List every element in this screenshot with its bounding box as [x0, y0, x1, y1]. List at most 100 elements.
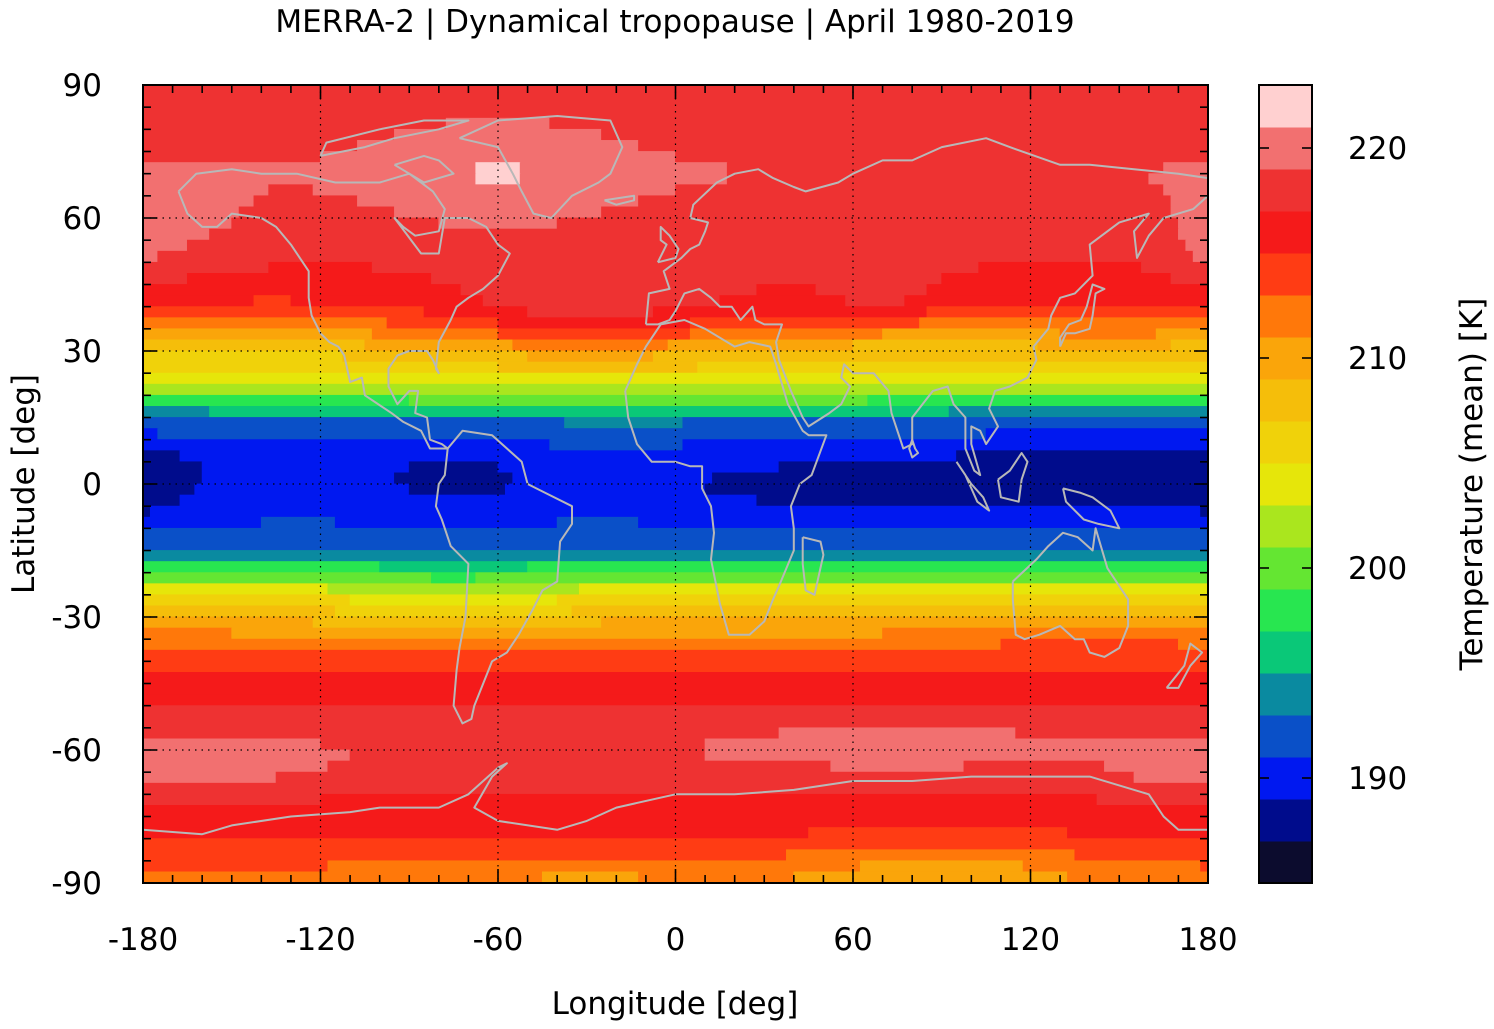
- field-cell: [1067, 871, 1208, 883]
- field-cell: [1170, 273, 1208, 285]
- colorbar-level: [1259, 295, 1312, 338]
- field-cell: [143, 760, 329, 773]
- field-cell: [143, 483, 196, 496]
- field-cell: [1170, 206, 1208, 219]
- field-cell: [143, 472, 203, 485]
- field-cell: [1170, 195, 1208, 208]
- field-cell: [143, 217, 233, 230]
- field-cell: [978, 261, 1142, 274]
- field-cell: [143, 173, 477, 186]
- field-cell: [482, 295, 721, 308]
- field-cell: [386, 317, 499, 330]
- temperature-field: [143, 85, 1208, 883]
- field-cell: [334, 516, 558, 529]
- field-cell: [143, 417, 565, 429]
- field-cell: [786, 849, 1076, 862]
- y-tick-label: -90: [51, 866, 102, 902]
- field-cell: [778, 727, 1017, 740]
- field-cell: [143, 871, 543, 883]
- field-cell: [342, 350, 528, 363]
- field-cell: [143, 649, 1208, 662]
- field-cell: [956, 450, 1208, 463]
- field-cell: [143, 284, 462, 296]
- coastline: [143, 762, 1208, 836]
- field-cell: [194, 483, 410, 496]
- field-cell: [571, 605, 1208, 618]
- field-cell: [431, 273, 943, 285]
- y-tick-label: -30: [51, 600, 102, 636]
- field-cell: [143, 694, 1208, 707]
- field-cell: [460, 284, 758, 296]
- field-cell: [948, 406, 1208, 418]
- field-cell: [793, 871, 1068, 883]
- field-cell: [327, 583, 580, 596]
- field-cell: [143, 95, 1208, 108]
- coastline: [1059, 283, 1106, 348]
- field-cell: [238, 206, 395, 219]
- field-cell: [143, 605, 336, 618]
- field-cell: [1067, 827, 1208, 840]
- field-cell: [497, 361, 699, 374]
- field-cell: [143, 771, 277, 784]
- field-cell: [423, 306, 528, 319]
- field-cell: [143, 782, 1208, 795]
- field-cell: [186, 239, 1187, 252]
- field-cell: [320, 793, 1098, 806]
- field-cell: [1022, 860, 1202, 873]
- field-cell: [475, 162, 521, 175]
- field-cell: [519, 173, 728, 186]
- field-cell: [985, 428, 1208, 441]
- field-cell: [808, 827, 1068, 840]
- colorbar-level: [1259, 505, 1312, 548]
- field-cell: [1148, 173, 1208, 186]
- field-cell: [143, 206, 240, 219]
- field-cell: [578, 583, 1208, 596]
- field-cell: [652, 306, 928, 319]
- coastline: [1165, 642, 1204, 689]
- field-cell: [1178, 217, 1208, 230]
- field-cell: [859, 860, 1024, 873]
- field-cell: [1163, 162, 1208, 175]
- x-tick-label: -60: [473, 922, 524, 958]
- field-cell: [143, 450, 181, 463]
- colorbar-level: [1259, 463, 1312, 506]
- field-cell: [253, 295, 292, 308]
- field-cell: [143, 317, 388, 330]
- colorbar-tick-label: 220: [1348, 131, 1407, 167]
- field-cell: [601, 206, 1172, 219]
- field-cell: [564, 417, 684, 429]
- field-cell: [260, 516, 336, 529]
- field-cell: [179, 494, 758, 507]
- y-tick-label: 90: [63, 68, 102, 104]
- field-cell: [904, 295, 1208, 308]
- field-cell: [638, 871, 795, 883]
- field-cell: [143, 572, 432, 585]
- x-tick-label: 60: [833, 922, 872, 958]
- coastline: [604, 194, 636, 206]
- field-cell: [143, 539, 1208, 551]
- field-cell: [149, 505, 1202, 518]
- field-cell: [638, 516, 1208, 529]
- coastline: [393, 154, 455, 184]
- field-cell: [143, 339, 366, 352]
- field-cell: [143, 361, 499, 374]
- coastline: [1062, 487, 1121, 530]
- field-cell: [179, 450, 957, 463]
- field-cell: [143, 849, 787, 862]
- field-cell: [704, 483, 1208, 496]
- field-cell: [143, 705, 1208, 718]
- coastline: [955, 461, 991, 512]
- field-cell: [143, 383, 1208, 396]
- field-cell: [926, 284, 1208, 296]
- colorbar-tick-label: 190: [1348, 761, 1407, 797]
- field-cell: [143, 505, 151, 518]
- field-cell: [845, 295, 906, 308]
- field-cell: [209, 228, 1179, 241]
- field-cell: [756, 494, 1208, 507]
- colorbar-level: [1259, 631, 1312, 674]
- field-cell: [143, 805, 1208, 817]
- field-cell: [143, 250, 159, 263]
- field-cell: [143, 428, 159, 441]
- field-cell: [143, 439, 551, 452]
- field-cell: [143, 328, 373, 341]
